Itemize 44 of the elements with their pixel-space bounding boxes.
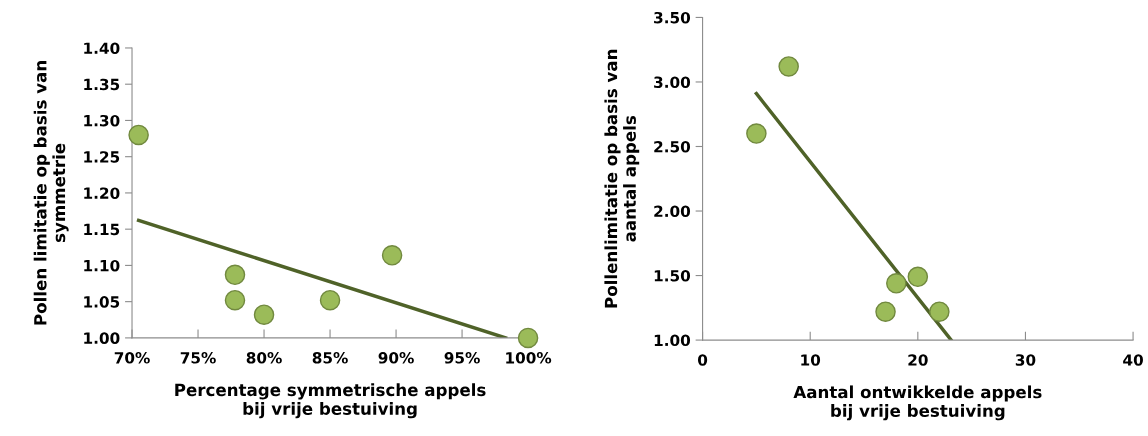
y-tick-label: 1.30 <box>84 114 120 127</box>
y-tick-label: 1.00 <box>84 332 120 344</box>
point <box>929 301 950 322</box>
x-tick-label: 0 <box>697 354 708 366</box>
x-axis-title: Aantal ontwikkelde appels bij vrije bestuiving <box>793 385 1042 421</box>
x-tick-label: 85% <box>312 352 348 364</box>
point <box>875 301 896 322</box>
x-tick-label: 70% <box>114 352 150 364</box>
y-tick-label: 1.15 <box>84 223 120 236</box>
point <box>224 264 246 286</box>
point <box>381 244 403 266</box>
x-axis-title: Percentage symmetrische appels bij vrije bestuiving <box>175 383 486 419</box>
y-tick-label: 3.50 <box>654 11 691 24</box>
x-tick-label: 75% <box>180 352 216 364</box>
x-tick-label: 100% <box>506 352 552 364</box>
y-axis-title: Pollenlimitatie op basis van aantal appels <box>604 49 640 308</box>
x-tick-label: 40 <box>1123 354 1143 366</box>
point <box>907 266 929 288</box>
point <box>778 56 799 77</box>
point <box>517 327 539 349</box>
y-tick-label: 1.10 <box>84 259 120 272</box>
y-tick-label: 2.00 <box>654 205 691 218</box>
x-tick-label: 30 <box>1015 354 1036 366</box>
x-tick-label: 20 <box>908 354 928 366</box>
point <box>746 123 767 144</box>
x-tick-label: 10 <box>801 354 821 366</box>
x-tick-label: 90% <box>378 352 414 364</box>
point <box>253 304 275 325</box>
y-tick-label: 3.00 <box>654 76 691 88</box>
point <box>128 124 149 146</box>
y-tick-label: 1.20 <box>84 187 120 199</box>
y-tick-label: 1.40 <box>84 42 120 54</box>
y-tick-label: 1.05 <box>84 296 120 308</box>
point <box>886 273 907 294</box>
y-tick-label: 2.50 <box>654 140 691 153</box>
y-tick-label: 1.50 <box>654 270 691 282</box>
y-tick-label: 1.00 <box>654 334 691 347</box>
y-tick-label: 1.35 <box>84 78 120 91</box>
point <box>319 289 341 311</box>
x-tick-label: 95% <box>444 352 480 364</box>
y-axis-title: Pollen limitatie op basis van symmetrie <box>33 61 69 325</box>
point <box>224 289 246 311</box>
y-tick-label: 1.25 <box>84 151 120 163</box>
x-tick-label: 80% <box>246 352 282 364</box>
